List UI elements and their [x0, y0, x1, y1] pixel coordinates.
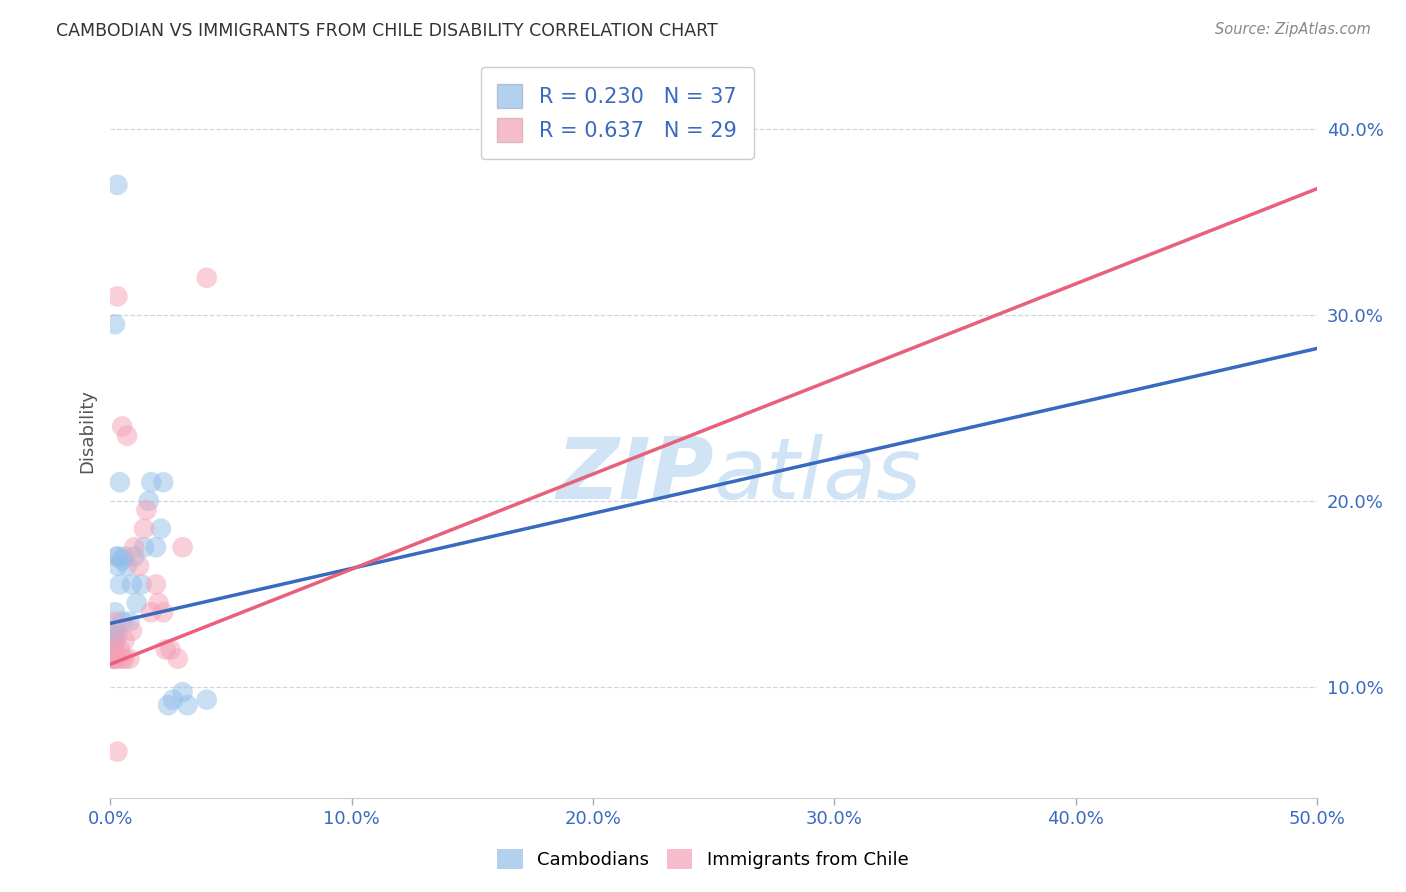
- Point: [108, 642, 131, 657]
- Point: [107, 558, 129, 573]
- Point: [132, 522, 155, 536]
- Point: [176, 698, 198, 713]
- Point: [166, 652, 188, 666]
- Point: [104, 624, 127, 638]
- Point: [128, 558, 150, 573]
- Point: [138, 493, 160, 508]
- Point: [104, 633, 127, 648]
- Point: [121, 577, 143, 591]
- Point: [111, 652, 134, 666]
- Point: [152, 475, 174, 490]
- Point: [104, 317, 127, 331]
- Point: [145, 577, 167, 591]
- Point: [114, 633, 136, 648]
- Point: [114, 652, 136, 666]
- Point: [118, 615, 141, 629]
- Point: [104, 605, 127, 619]
- Point: [162, 692, 184, 706]
- Legend: R = 0.230   N = 37, R = 0.637   N = 29: R = 0.230 N = 37, R = 0.637 N = 29: [481, 67, 754, 159]
- Point: [159, 642, 181, 657]
- Point: [101, 627, 124, 641]
- Point: [195, 692, 218, 706]
- Point: [111, 419, 134, 434]
- Point: [148, 596, 170, 610]
- Point: [108, 577, 131, 591]
- Point: [114, 549, 136, 564]
- Point: [107, 549, 129, 564]
- Point: [149, 522, 172, 536]
- Point: [107, 630, 129, 644]
- Point: [131, 577, 153, 591]
- Point: [104, 652, 127, 666]
- Point: [104, 640, 127, 655]
- Point: [152, 605, 174, 619]
- Text: atlas: atlas: [714, 434, 922, 516]
- Point: [115, 558, 138, 573]
- Point: [101, 639, 124, 653]
- Point: [145, 541, 167, 555]
- Point: [107, 652, 129, 666]
- Point: [107, 289, 129, 303]
- Point: [115, 429, 138, 443]
- Point: [195, 270, 218, 285]
- Point: [141, 605, 163, 619]
- Point: [125, 596, 148, 610]
- Point: [141, 475, 163, 490]
- Point: [111, 553, 134, 567]
- Y-axis label: Disability: Disability: [79, 389, 96, 473]
- Point: [172, 541, 194, 555]
- Point: [124, 549, 146, 564]
- Point: [101, 652, 124, 666]
- Point: [101, 642, 124, 657]
- Point: [107, 178, 129, 192]
- Point: [172, 685, 194, 699]
- Point: [104, 615, 127, 629]
- Point: [132, 541, 155, 555]
- Point: [107, 549, 129, 564]
- Point: [155, 642, 177, 657]
- Point: [121, 624, 143, 638]
- Point: [124, 541, 146, 555]
- Point: [101, 633, 124, 648]
- Text: Source: ZipAtlas.com: Source: ZipAtlas.com: [1215, 22, 1371, 37]
- Point: [108, 475, 131, 490]
- Legend: Cambodians, Immigrants from Chile: Cambodians, Immigrants from Chile: [488, 839, 918, 879]
- Text: CAMBODIAN VS IMMIGRANTS FROM CHILE DISABILITY CORRELATION CHART: CAMBODIAN VS IMMIGRANTS FROM CHILE DISAB…: [56, 22, 718, 40]
- Point: [101, 652, 124, 666]
- Point: [111, 615, 134, 629]
- Point: [104, 632, 127, 646]
- Point: [135, 503, 157, 517]
- Text: ZIP: ZIP: [557, 434, 714, 516]
- Point: [101, 646, 124, 660]
- Point: [157, 698, 180, 713]
- Point: [118, 652, 141, 666]
- Point: [107, 745, 129, 759]
